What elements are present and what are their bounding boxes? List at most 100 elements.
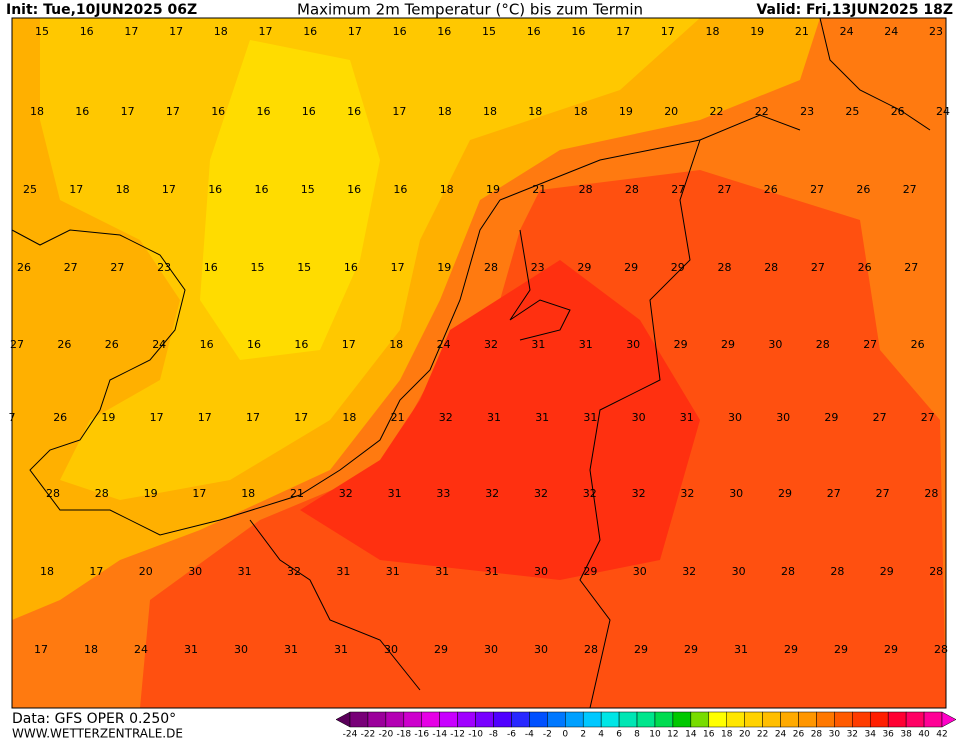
temperature-label: 18	[116, 183, 130, 196]
temperature-label: 30	[776, 411, 790, 424]
temperature-label: 26	[911, 338, 925, 351]
temperature-label: 26	[17, 261, 31, 274]
temperature-label: 18	[438, 105, 452, 118]
temperature-label: 30	[728, 411, 742, 424]
temperature-label: 16	[257, 105, 271, 118]
temperature-label: 18	[706, 25, 720, 38]
temperature-label: 27	[810, 183, 824, 196]
temperature-label: 28	[934, 643, 948, 656]
temperature-label: 30	[633, 565, 647, 578]
colorbar-label: -8	[489, 730, 498, 740]
colorbar-label: -2	[543, 730, 552, 740]
temperature-label: 17	[294, 411, 308, 424]
temperature-label: 18	[528, 105, 542, 118]
border	[249, 519, 421, 691]
colorbar-swatch	[726, 711, 745, 728]
colorbar-swatch	[565, 711, 584, 728]
temperature-label: 15	[251, 261, 265, 274]
border	[579, 139, 701, 709]
colorbar-swatch	[511, 711, 530, 728]
temperature-label: 27	[903, 183, 917, 196]
temperature-label: 29	[884, 643, 898, 656]
colorbar-label: 6	[616, 730, 622, 740]
colorbar-label: 10	[649, 730, 661, 740]
temperature-label: 30	[632, 411, 646, 424]
temperature-label: 31	[336, 565, 350, 578]
value-labels: 15 16 17 17 18 17 16 17 16 16 15 16 16 17 17 18 19 21 24 24…	[9, 25, 951, 656]
temperature-label: 31	[388, 487, 402, 500]
temperature-label: 17	[162, 183, 176, 196]
temperature-label: 16	[347, 183, 361, 196]
temperature-label: 28	[625, 183, 639, 196]
temperature-label: 24	[152, 338, 166, 351]
temperature-label: 18	[40, 565, 54, 578]
temperature-label: 15	[482, 25, 496, 38]
temperature-label: 32	[339, 487, 353, 500]
init-time: Init: Tue,10JUN2025 06Z	[6, 2, 197, 18]
colorbar-swatch	[923, 711, 943, 728]
colorbar-swatch	[816, 711, 835, 728]
temperature-label: 17	[89, 565, 103, 578]
temperature-label: 16	[344, 261, 358, 274]
colorbar-swatch	[744, 711, 763, 728]
temperature-label: 26	[856, 183, 870, 196]
temperature-label: 18	[574, 105, 588, 118]
temperature-label: 29	[784, 643, 798, 656]
temperature-label: 30	[768, 338, 782, 351]
temperature-label: 26	[858, 261, 872, 274]
temperature-label: 26	[891, 105, 905, 118]
temperature-label: 31	[284, 643, 298, 656]
temperature-label: 7	[9, 411, 16, 424]
temperature-label: 23	[800, 105, 814, 118]
colorbar-label: -18	[396, 730, 411, 740]
temperature-label: 29	[634, 643, 648, 656]
website: WWW.WETTERZENTRALE.DE	[12, 727, 183, 741]
temperature-label: 29	[624, 261, 638, 274]
temperature-label: 29	[671, 261, 685, 274]
colorbar-swatch	[547, 711, 566, 728]
colorbar-swatch	[780, 711, 799, 728]
temperature-label: 17	[34, 643, 48, 656]
temperature-label: 16	[211, 105, 225, 118]
colorbar-swatch	[654, 711, 674, 728]
temperature-label: 16	[247, 338, 261, 351]
temperature-label: 16	[393, 25, 407, 38]
temperature-label: 16	[393, 183, 407, 196]
colorbar-label: -12	[450, 730, 465, 740]
temperature-label: 31	[531, 338, 545, 351]
temperature-label: 30	[534, 643, 548, 656]
temperature-label: 30	[188, 565, 202, 578]
temperature-label: 16	[208, 183, 222, 196]
colorbar-swatch	[582, 711, 602, 728]
colorbar-label: -16	[414, 730, 429, 740]
temperature-label: 17	[198, 411, 212, 424]
temperature-label: 17	[150, 411, 164, 424]
temperature-label: 17	[616, 25, 630, 38]
temperature-label: 28	[584, 643, 598, 656]
colorbar-label: 24	[775, 730, 787, 740]
temperature-label: 18	[84, 643, 98, 656]
temperature-label: 28	[46, 487, 60, 500]
colorbar-label: 32	[847, 730, 858, 740]
temperature-label: 18	[214, 25, 228, 38]
temperature-label: 17	[392, 105, 406, 118]
temperature-label: 27	[863, 338, 877, 351]
temperature-label: 27	[921, 411, 935, 424]
temperature-label: 26	[764, 183, 778, 196]
temperature-label: 19	[144, 487, 158, 500]
temperature-label: 18	[30, 105, 44, 118]
temperature-label: 32	[439, 411, 453, 424]
temperature-label: 17	[348, 25, 362, 38]
temperature-label: 30	[732, 565, 746, 578]
temperature-label: 31	[535, 411, 549, 424]
colorbar-swatch	[367, 711, 387, 728]
temperature-label: 27	[873, 411, 887, 424]
temperature-label: 16	[527, 25, 541, 38]
colorbar-label: 22	[757, 730, 768, 740]
colorbar-label: -4	[525, 730, 534, 740]
temperature-label: 27	[64, 261, 78, 274]
temperature-label: 31	[435, 565, 449, 578]
colorbar-label: 30	[829, 730, 841, 740]
temperature-label: 17	[661, 25, 675, 38]
coastline	[819, 17, 931, 131]
